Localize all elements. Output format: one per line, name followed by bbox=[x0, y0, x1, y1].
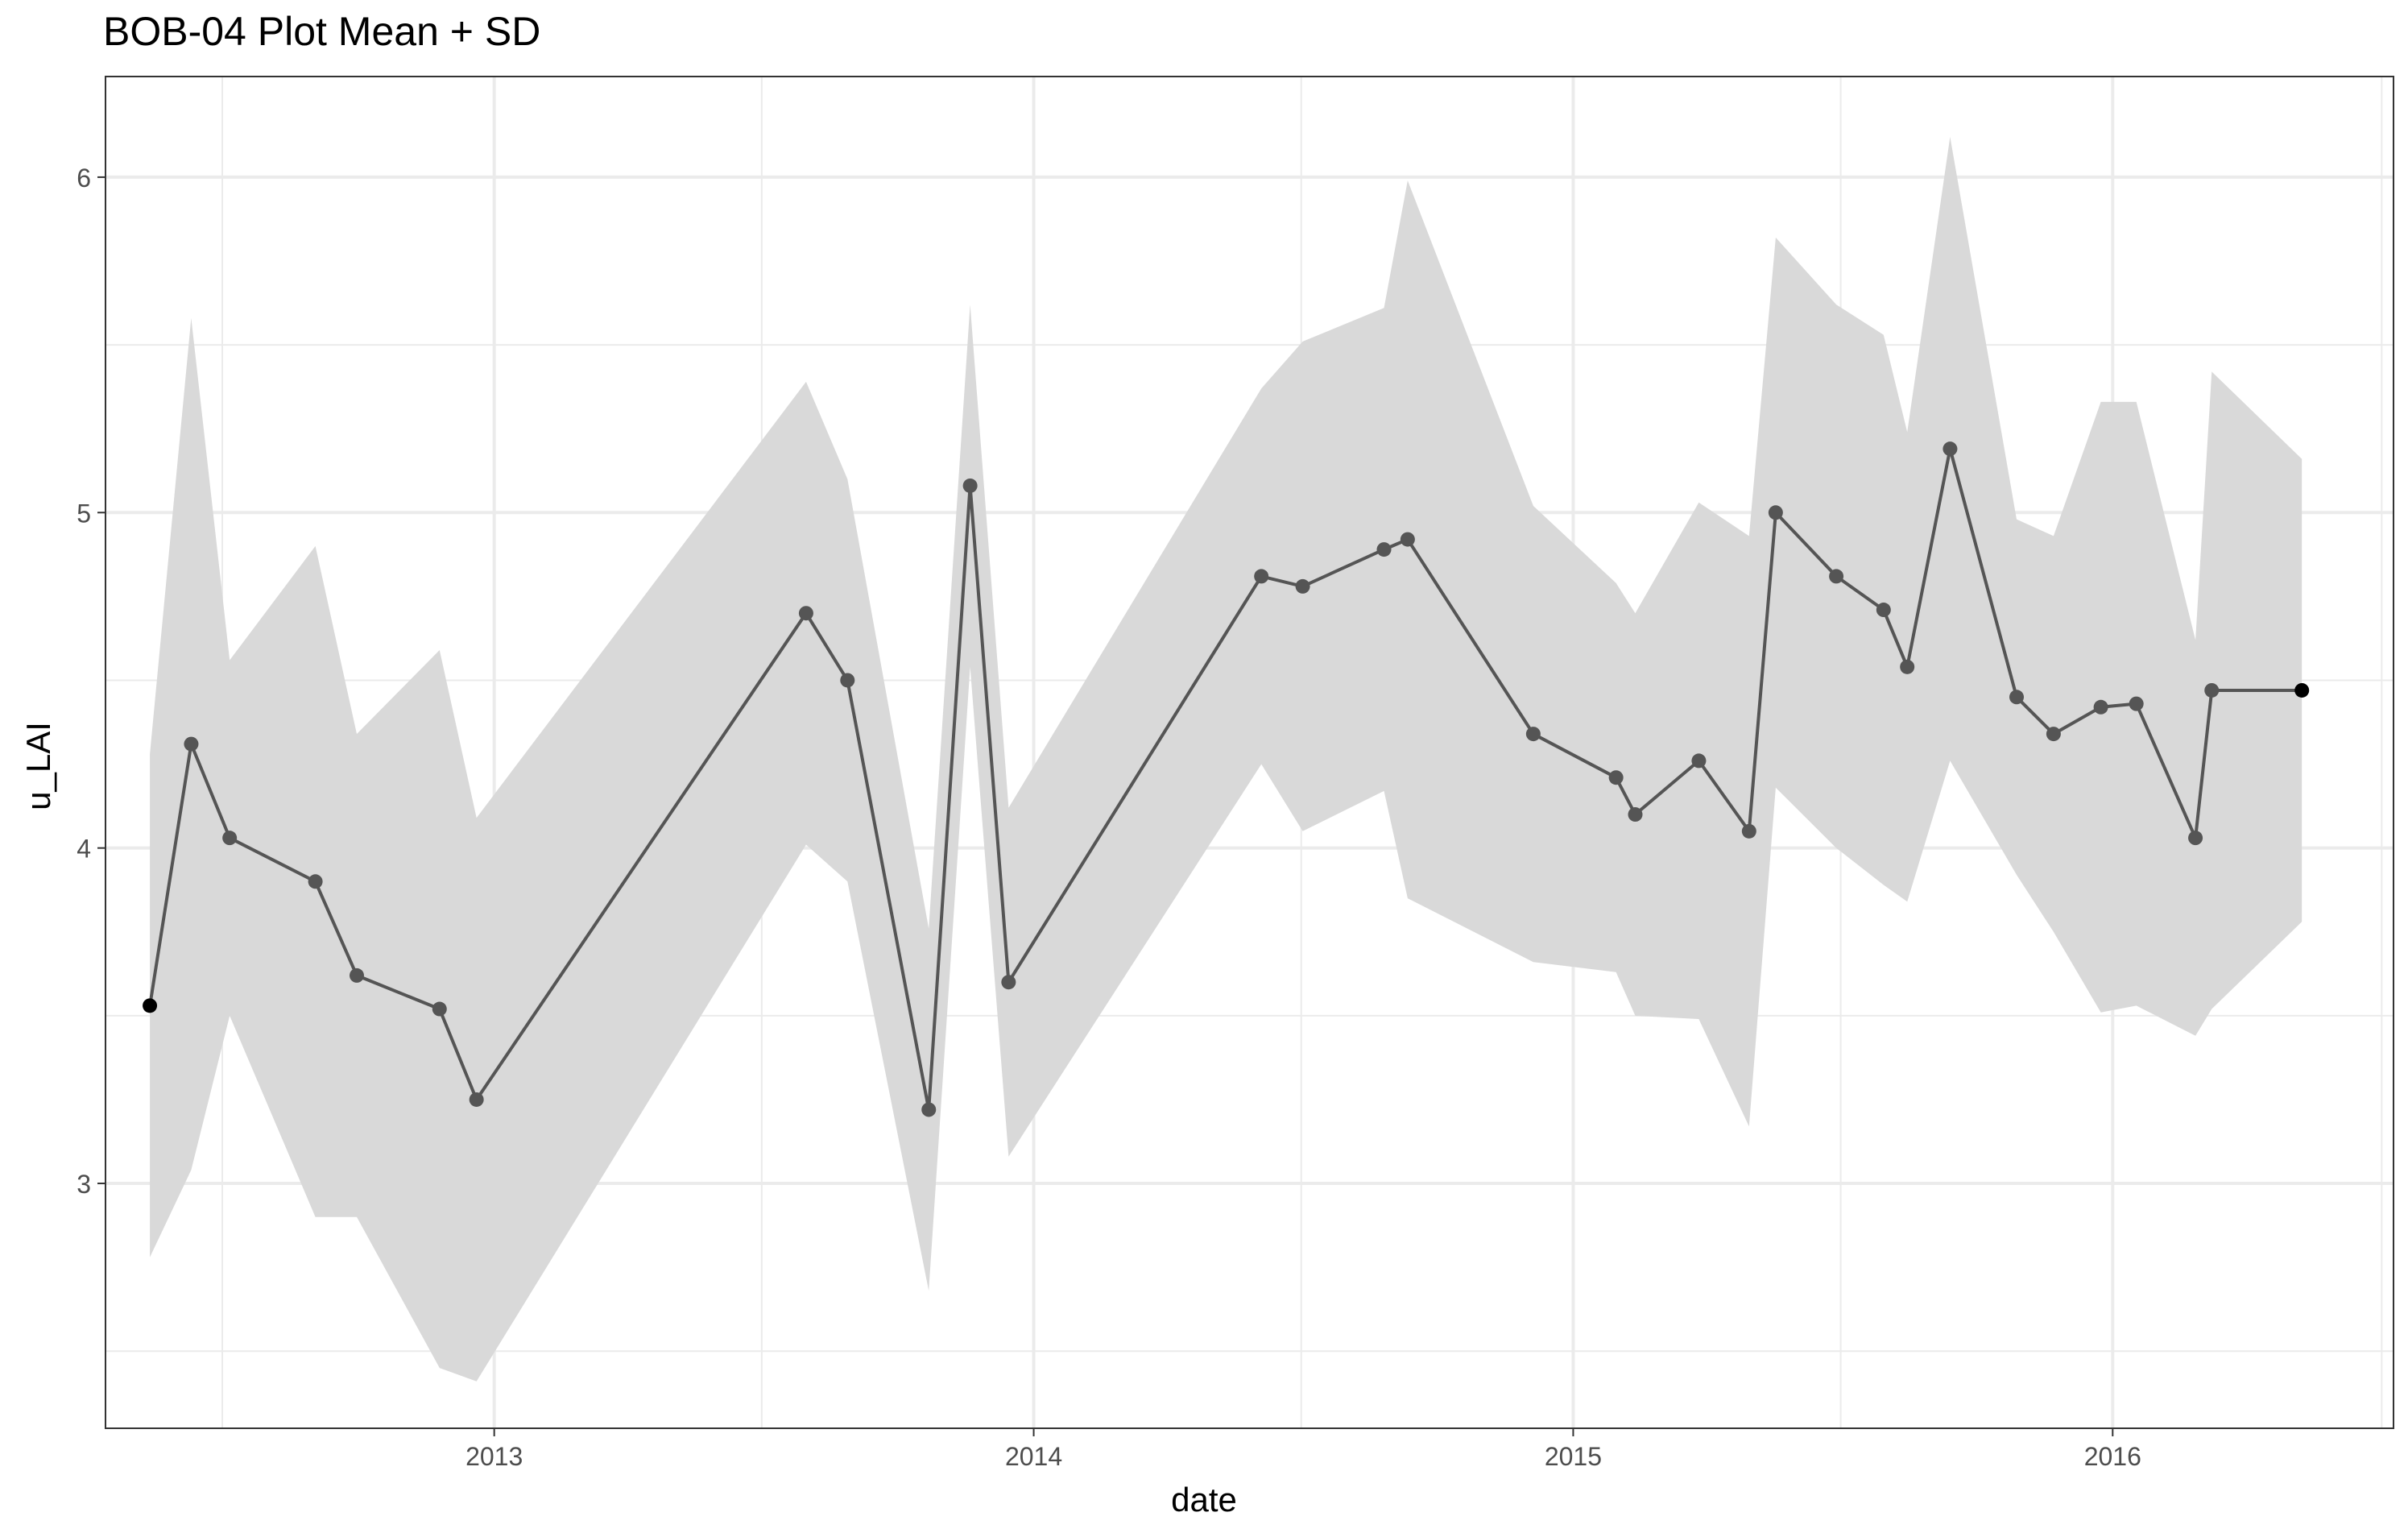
data-point bbox=[1900, 659, 1915, 674]
x-tick-label: 2014 bbox=[1005, 1442, 1062, 1471]
data-point bbox=[184, 736, 199, 752]
x-tick-label: 2013 bbox=[465, 1442, 523, 1471]
data-point bbox=[469, 1092, 484, 1107]
x-axis-ticks: 2013 2014 2015 2016 bbox=[465, 1428, 2141, 1471]
sd-ribbon bbox=[150, 136, 2302, 1382]
data-point bbox=[1608, 770, 1624, 785]
data-point bbox=[1400, 532, 1415, 547]
data-point bbox=[143, 998, 158, 1013]
plot-panel-border bbox=[105, 76, 2394, 1429]
y-tick-label: 3 bbox=[77, 1170, 91, 1199]
x-tick-label: 2015 bbox=[1545, 1442, 1602, 1471]
y-axis-ticks: 3 4 5 6 bbox=[77, 164, 106, 1199]
data-point bbox=[349, 967, 364, 983]
data-point bbox=[2204, 682, 2220, 698]
y-tick-label: 5 bbox=[77, 499, 91, 528]
data-point bbox=[1876, 603, 1891, 618]
y-tick-label: 6 bbox=[77, 164, 91, 193]
data-point bbox=[1525, 727, 1541, 742]
y-tick-label: 4 bbox=[77, 835, 91, 864]
data-point bbox=[1628, 807, 1643, 822]
x-axis-label: date bbox=[1171, 1481, 1237, 1518]
data-point bbox=[2093, 699, 2108, 715]
data-point bbox=[2294, 682, 2310, 698]
data-point bbox=[921, 1102, 937, 1117]
data-point bbox=[2188, 831, 2203, 846]
data-point bbox=[432, 1001, 447, 1017]
x-tick-label: 2016 bbox=[2084, 1442, 2141, 1471]
data-point bbox=[222, 831, 238, 846]
data-point bbox=[1254, 569, 1269, 584]
data-point bbox=[1295, 578, 1310, 594]
data-point bbox=[1376, 542, 1392, 557]
data-point bbox=[1943, 441, 1958, 457]
data-points bbox=[143, 441, 2310, 1117]
data-point bbox=[1741, 823, 1756, 839]
data-point bbox=[1768, 505, 1783, 520]
data-point bbox=[2009, 690, 2025, 705]
data-point bbox=[962, 478, 978, 493]
chart-title: BOB-04 Plot Mean + SD bbox=[103, 9, 541, 54]
data-point bbox=[798, 606, 813, 621]
data-point bbox=[2129, 696, 2144, 711]
data-point bbox=[840, 673, 855, 688]
data-point bbox=[308, 874, 323, 889]
sd-ribbon-layer bbox=[150, 136, 2302, 1382]
data-point bbox=[1691, 753, 1707, 769]
data-point bbox=[1001, 975, 1016, 990]
data-point bbox=[1829, 569, 1844, 584]
data-point bbox=[2046, 727, 2061, 742]
